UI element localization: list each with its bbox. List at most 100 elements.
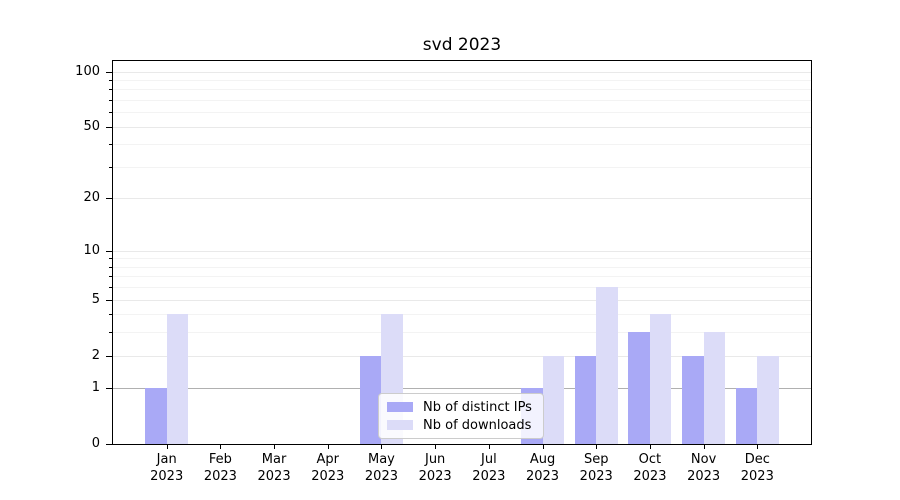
x-tick (649, 444, 651, 450)
bar-downloads-dec (757, 355, 779, 445)
gridline-major (113, 71, 811, 73)
x-tick-month: Mar (261, 452, 287, 468)
x-tick-label: May 2023 (353, 451, 409, 485)
x-tick-month: Feb (208, 452, 232, 468)
y-minor-tick (109, 314, 112, 316)
legend-row-downloads: Nb of downloads (387, 416, 543, 434)
x-tick-month: Jun (424, 452, 446, 468)
y-minor-tick (109, 258, 112, 260)
chart-title: svd 2023 (422, 35, 502, 55)
bar-downloads-oct (649, 314, 672, 445)
bar-distinct-ips-dec (735, 388, 758, 445)
x-tick (757, 444, 759, 450)
bar-downloads-aug (542, 355, 564, 445)
y-minor-tick (109, 167, 112, 169)
x-tick-year: 2023 (150, 469, 184, 485)
gridline-minor (113, 314, 811, 316)
x-tick-year: 2023 (203, 469, 237, 485)
x-tick-year: 2023 (633, 469, 667, 485)
x-tick-month: May (368, 452, 395, 468)
gridline-minor (113, 167, 811, 169)
x-tick-label: Jan 2023 (139, 451, 195, 485)
y-tick-label: 1 (91, 380, 100, 396)
x-tick-month: Aug (529, 452, 556, 468)
x-tick-year: 2023 (740, 469, 774, 485)
y-tick (106, 250, 112, 252)
y-tick (106, 355, 112, 357)
y-minor-tick (109, 144, 112, 146)
x-tick (327, 444, 329, 450)
x-tick-year: 2023 (311, 469, 345, 485)
y-minor-tick (109, 112, 112, 114)
y-tick (106, 71, 112, 73)
y-tick-label: 20 (83, 190, 100, 206)
x-tick-month: Jan (156, 452, 177, 468)
gridline-major (113, 388, 811, 390)
x-tick (703, 444, 705, 450)
gridline-minor (113, 112, 811, 114)
x-tick (488, 444, 490, 450)
gridline-major (113, 299, 811, 301)
y-tick (106, 198, 112, 200)
y-tick-label: 50 (83, 118, 100, 134)
y-tick (106, 299, 112, 301)
x-tick-label: Mar 2023 (246, 451, 302, 485)
bar-distinct-ips-nov (682, 355, 704, 445)
gridline-minor (113, 80, 811, 82)
gridline-minor (113, 258, 811, 260)
y-tick-label: 10 (83, 242, 100, 258)
legend-swatch-downloads (387, 420, 413, 430)
x-tick-month: Sep (583, 452, 609, 468)
gridline-minor (113, 144, 811, 146)
y-tick (106, 126, 112, 128)
x-tick-label: Jul 2023 (461, 451, 517, 485)
bar-downloads-sep (596, 287, 618, 445)
y-minor-tick (109, 100, 112, 102)
gridline-minor (113, 332, 811, 334)
x-tick (596, 444, 598, 450)
x-tick-year: 2023 (472, 469, 506, 485)
y-tick (106, 444, 112, 446)
bar-distinct-ips-jan (145, 388, 167, 445)
y-minor-tick (109, 80, 112, 82)
bar-downloads-nov (703, 332, 726, 445)
x-tick-month: Nov (690, 452, 717, 468)
gridline-major (113, 355, 811, 357)
gridline-major (113, 250, 811, 252)
x-tick-year: 2023 (257, 469, 291, 485)
x-tick-year: 2023 (687, 469, 721, 485)
legend-swatch-distinct-ips (387, 402, 413, 412)
x-tick-label: Nov 2023 (676, 451, 732, 485)
x-tick-month: Jul (481, 452, 497, 468)
x-tick-month: Apr (316, 452, 340, 468)
x-tick (381, 444, 383, 450)
x-tick-label: Dec 2023 (729, 451, 785, 485)
legend-label-distinct-ips: Nb of distinct IPs (423, 399, 532, 415)
bar-downloads-jan (166, 314, 189, 445)
x-tick (220, 444, 222, 450)
gridline-major (113, 126, 811, 128)
x-tick-label: Oct 2023 (622, 451, 678, 485)
gridline-minor (113, 266, 811, 268)
x-tick-label: Aug 2023 (515, 451, 571, 485)
gridline-minor (113, 100, 811, 102)
x-tick-year: 2023 (579, 469, 613, 485)
bar-distinct-ips-sep (574, 355, 597, 445)
x-tick-label: Sep 2023 (568, 451, 624, 485)
x-tick-label: Feb 2023 (192, 451, 248, 485)
x-tick-year: 2023 (525, 469, 560, 485)
y-tick-label: 0 (91, 436, 100, 452)
x-tick (274, 444, 276, 450)
x-tick-month: Dec (744, 452, 770, 468)
x-tick-label: Jun 2023 (407, 451, 463, 485)
bar-distinct-ips-oct (628, 332, 650, 445)
legend: Nb of distinct IPs Nb of downloads (378, 393, 544, 439)
x-tick-label: Apr 2023 (300, 451, 356, 485)
x-tick (542, 444, 544, 450)
y-minor-tick (109, 276, 112, 278)
gridline-minor (113, 287, 811, 289)
y-tick-label: 5 (91, 291, 100, 307)
y-tick-label: 2 (91, 347, 100, 363)
y-tick-label: 100 (75, 63, 100, 79)
